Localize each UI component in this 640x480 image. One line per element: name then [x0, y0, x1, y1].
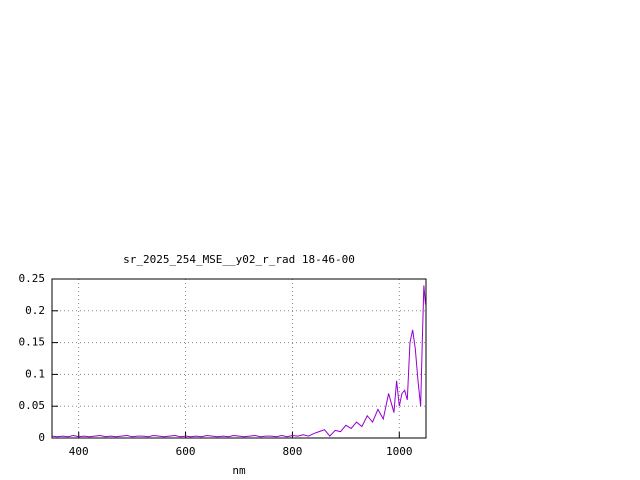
x-tick-label: 400	[69, 445, 89, 458]
x-tick-label: 600	[176, 445, 196, 458]
y-tick-label: 0.25	[19, 272, 46, 285]
y-tick-label: 0	[38, 431, 45, 444]
y-tick-label: 0.2	[25, 304, 45, 317]
y-tick-label: 0.1	[25, 367, 45, 380]
x-tick-label: 800	[282, 445, 302, 458]
data-line	[51, 285, 426, 438]
chart-title: sr_2025_254_MSE__y02_r_rad 18-46-00	[123, 253, 355, 266]
x-tick-label: 1000	[386, 445, 413, 458]
y-tick-label: 0.15	[19, 336, 46, 349]
x-axis-label: nm	[232, 464, 246, 477]
plot-frame	[51, 278, 427, 439]
y-tick-label: 0.05	[19, 399, 46, 412]
